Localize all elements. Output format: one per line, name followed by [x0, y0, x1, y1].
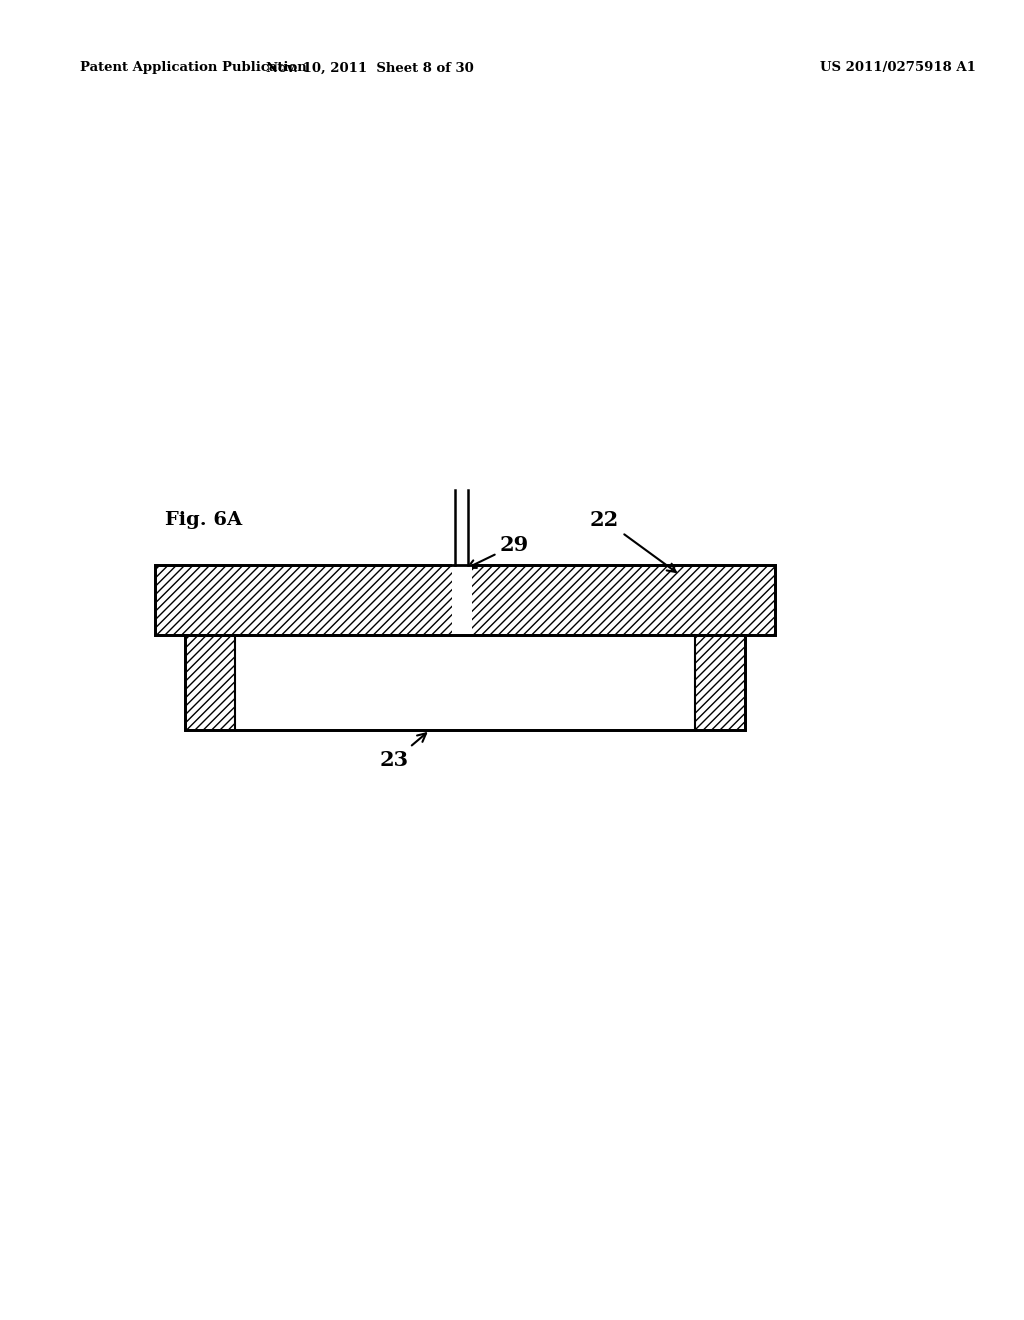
Bar — [185, 635, 745, 730]
Bar — [695, 635, 745, 730]
Bar — [155, 565, 775, 635]
Bar — [185, 635, 745, 730]
Text: Fig. 6A: Fig. 6A — [165, 511, 242, 529]
Text: US 2011/0275918 A1: US 2011/0275918 A1 — [820, 62, 976, 74]
Bar — [452, 564, 471, 636]
Text: Patent Application Publication: Patent Application Publication — [80, 62, 307, 74]
Bar — [185, 635, 234, 730]
Text: 29: 29 — [468, 535, 529, 568]
Text: 22: 22 — [590, 510, 676, 572]
Text: 23: 23 — [380, 734, 426, 770]
Text: Nov. 10, 2011  Sheet 8 of 30: Nov. 10, 2011 Sheet 8 of 30 — [266, 62, 474, 74]
Bar — [155, 565, 775, 635]
